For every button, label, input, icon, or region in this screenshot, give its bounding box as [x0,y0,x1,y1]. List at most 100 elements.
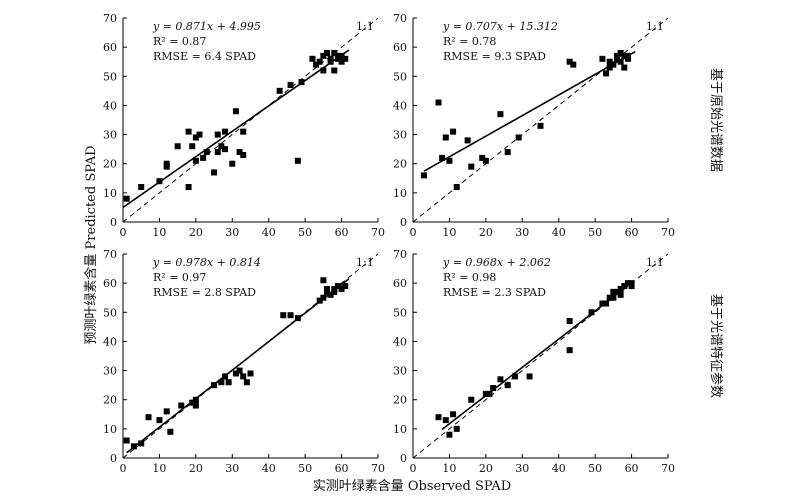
data-point [145,414,152,421]
data-point [156,417,163,424]
y-tick-label: 60 [393,41,407,54]
data-point [603,300,610,307]
r-squared: R² = 0.98 [443,271,496,284]
x-tick-label: 60 [625,226,639,239]
data-point [338,285,345,292]
fit-equation: y = 0.968x + 2.062 [442,256,551,269]
data-point [225,379,232,386]
data-point [196,131,203,138]
x-tick-label: 30 [515,462,529,475]
data-point [442,134,449,141]
data-point [464,137,471,144]
data-point [617,291,624,298]
data-point [504,382,511,389]
data-point [435,414,442,421]
x-tick-label: 0 [410,462,417,475]
x-tick-label: 50 [298,226,312,239]
y-tick-label: 70 [103,248,117,261]
r-squared: R² = 0.97 [153,271,206,284]
fit-equation: y = 0.978x + 0.814 [152,256,261,269]
data-point [200,154,207,161]
data-point [185,184,192,191]
one-to-one-line [122,17,379,223]
data-point [610,288,617,295]
y-tick-label: 10 [103,423,117,436]
data-point [320,277,327,284]
x-tick-label: 40 [552,226,566,239]
data-point [617,285,624,292]
data-point [617,49,624,56]
data-point [497,111,504,118]
rmse: RMSE = 2.3 SPAD [443,286,546,299]
x-tick-label: 10 [152,462,166,475]
data-point [138,184,145,191]
row-label-raw-spectra: 基于原始光谱数据 [708,68,723,172]
y-tick-label: 50 [103,70,117,83]
x-tick-label: 60 [335,462,349,475]
data-point [526,373,533,380]
y-tick-label: 40 [393,335,407,348]
data-point [482,390,489,397]
r-squared: R² = 0.87 [153,35,206,48]
data-point [189,143,196,150]
data-point [439,154,446,161]
x-tick-label: 0 [410,226,417,239]
data-point [174,143,181,150]
y-tick-label: 20 [103,394,117,407]
data-point [497,376,504,383]
x-tick-label: 30 [225,462,239,475]
x-tick-label: 40 [262,462,276,475]
y-tick-label: 30 [103,365,117,378]
data-point [294,157,301,164]
data-point [280,312,287,319]
data-point [610,61,617,68]
data-point [316,297,323,304]
data-point [185,128,192,135]
data-point [331,67,338,74]
data-point [334,283,341,290]
data-point [331,49,338,56]
data-point [468,163,475,170]
data-point [504,149,511,156]
data-point [468,396,475,403]
x-tick-label: 40 [552,462,566,475]
rmse: RMSE = 6.4 SPAD [153,50,256,63]
data-point [178,402,185,409]
x-tick-label: 70 [661,226,675,239]
data-point [624,280,631,287]
data-point [211,169,218,176]
fit-equation: y = 0.707x + 15.312 [442,20,558,33]
one-to-one-label: 1:1 [646,256,664,269]
one-to-one-label: 1:1 [356,256,374,269]
y-axis-label: 预测叶绿素含量 Predicted SPAD [83,145,99,344]
data-point [515,134,522,141]
y-tick-label: 60 [103,41,117,54]
y-tick-label: 30 [103,129,117,142]
data-point [214,149,221,156]
data-point [628,280,635,287]
data-point [309,55,316,62]
r-squared: R² = 0.78 [443,35,496,48]
data-point [446,157,453,164]
data-point [621,283,628,290]
data-point [316,58,323,65]
data-point [450,128,457,135]
data-point [163,408,170,415]
data-point [313,61,320,68]
x-tick-label: 0 [120,462,127,475]
x-tick-label: 30 [225,226,239,239]
x-tick-label: 40 [262,226,276,239]
y-tick-label: 30 [393,365,407,378]
data-point [240,151,247,158]
data-point [442,417,449,424]
data-point [327,291,334,298]
one-to-one-label: 1:1 [646,20,664,33]
data-point [621,52,628,59]
data-point [294,315,301,322]
regression-line [423,50,636,172]
data-point [222,128,228,135]
x-tick-label: 70 [661,462,675,475]
x-tick-label: 50 [298,462,312,475]
data-point [324,49,330,56]
